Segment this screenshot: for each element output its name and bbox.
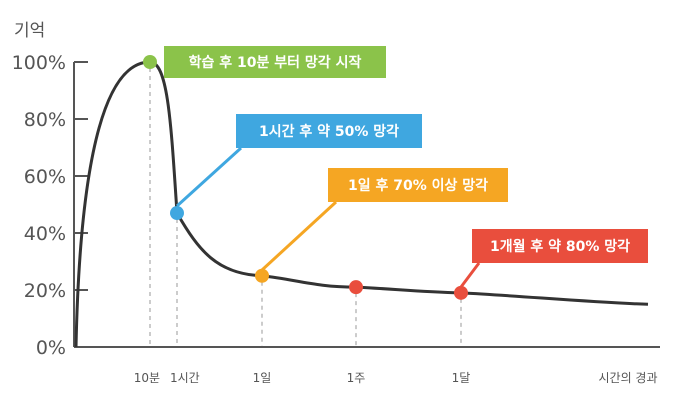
callout-label: 1개월 후 약 80% 망각 [490, 238, 630, 255]
y-tick-label: 40% [24, 223, 66, 245]
forgetting-curve-line [74, 60, 649, 348]
callout-leader-line [175, 146, 243, 208]
x-tick-label: 1시간 [170, 371, 200, 385]
y-axis-label: 기억 [14, 21, 45, 41]
x-tick-label: 10분 [134, 371, 160, 385]
y-tick-label: 20% [24, 280, 66, 302]
x-tick-label: 1주 [347, 371, 366, 385]
data-point-marker [143, 55, 157, 69]
callout-label: 1시간 후 약 50% 망각 [259, 123, 399, 140]
y-tick-label: 0% [36, 337, 66, 359]
callout-box [236, 114, 422, 148]
data-point-marker [255, 268, 269, 283]
callout-leader-line [459, 262, 481, 288]
x-tick-label: 1달 [452, 371, 471, 385]
callout-label: 학습 후 10분 부터 망각 시작 [189, 54, 362, 71]
y-tick-label: 80% [24, 109, 66, 131]
data-point-marker [454, 285, 468, 300]
data-point-marker [170, 206, 184, 221]
callout-box [328, 168, 508, 202]
data-point-marker [349, 280, 363, 295]
y-tick-label: 60% [24, 166, 66, 188]
x-axis-label: 시간의 경과 [598, 371, 657, 385]
callout-box [472, 229, 648, 263]
callout-leader-line [260, 200, 338, 272]
x-tick-label: 1일 [253, 371, 272, 385]
callout-label: 1일 후 70% 이상 망각 [348, 177, 488, 194]
y-tick-label: 100% [12, 52, 66, 74]
callout-box [164, 46, 386, 78]
